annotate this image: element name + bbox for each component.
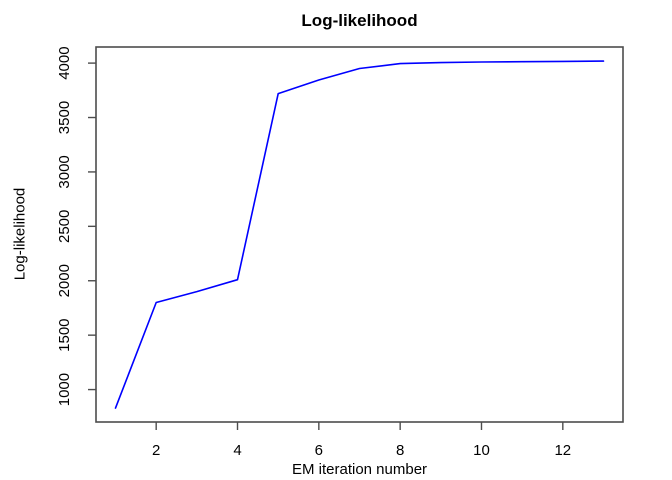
x-axis-label: EM iteration number bbox=[291, 461, 428, 478]
x-tick-label: 12 bbox=[554, 442, 571, 459]
y-tick-label: 4000 bbox=[56, 46, 73, 79]
chart-title: Log-likelihood bbox=[301, 11, 418, 30]
x-tick-label: 2 bbox=[152, 442, 160, 459]
x-tick-label: 4 bbox=[233, 442, 241, 459]
y-tick-label: 3500 bbox=[56, 101, 73, 134]
loglikelihood-line bbox=[114, 60, 605, 409]
x-tick-label: 6 bbox=[315, 442, 323, 459]
y-tick-label: 3000 bbox=[56, 155, 73, 188]
x-tick-label: 10 bbox=[473, 442, 490, 459]
y-tick-label: 2000 bbox=[56, 264, 73, 297]
x-tick-label: 8 bbox=[396, 442, 404, 459]
plot-box bbox=[95, 46, 624, 423]
y-tick-label: 1500 bbox=[56, 318, 73, 351]
y-tick-label: 1000 bbox=[56, 373, 73, 406]
y-tick-label: 2500 bbox=[56, 210, 73, 243]
